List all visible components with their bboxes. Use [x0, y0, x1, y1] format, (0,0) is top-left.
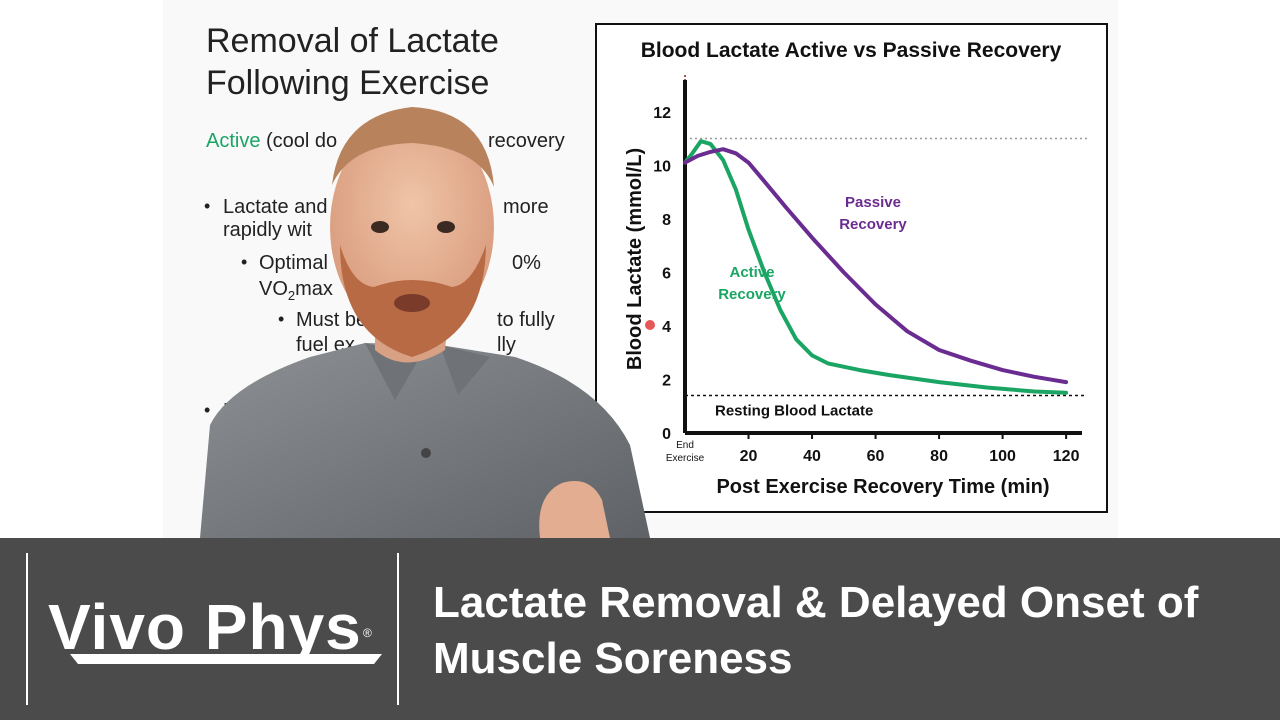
presenter-head	[330, 117, 494, 337]
banner-divider-middle	[397, 553, 399, 705]
chart-panel: Blood Lactate Active vs Passive Recovery…	[595, 23, 1108, 513]
chart-title: Blood Lactate Active vs Passive Recovery	[641, 39, 1062, 62]
x-tick-label: 100	[989, 448, 1016, 465]
laser-pointer-dot	[645, 320, 655, 330]
vo-text: VO	[259, 278, 288, 300]
x-axis-label: Post Exercise Recovery Time (min)	[716, 476, 1049, 498]
active-word: Active	[206, 130, 261, 152]
x-tick-label: 80	[930, 448, 948, 465]
x-tick-label: 120	[1053, 448, 1080, 465]
y-tick-label: 8	[662, 212, 671, 229]
presenter-shirt	[200, 343, 650, 538]
video-title-line-2: Muscle Soreness	[433, 634, 793, 683]
bullet-3-start: Must be	[296, 309, 368, 331]
presenter-mouth	[394, 294, 430, 312]
y-tick-label: 12	[653, 105, 671, 122]
presenter-hand	[539, 481, 610, 538]
y-axis-label: Blood Lactate (mmol/L)	[624, 148, 646, 370]
x-start-label-line-1: End	[676, 440, 694, 451]
bullet-1-end: more	[503, 196, 549, 218]
x-tick-label: 40	[803, 448, 821, 465]
x-tick-label: 60	[867, 448, 885, 465]
bullet-3-line-2-end: lly	[497, 334, 516, 356]
presenter-figure	[200, 107, 650, 538]
bullet-2-end: 0%	[512, 252, 541, 274]
y-tick-label: 2	[662, 372, 671, 389]
lactate-chart: Blood Lactate Active vs Passive Recovery…	[624, 39, 1087, 498]
max-text: max	[295, 278, 333, 300]
bullet-dot-2: •	[241, 252, 248, 272]
passive-recovery-line	[683, 147, 1069, 385]
active-recovery-line	[683, 139, 1069, 395]
active-line: Active (cool do	[206, 128, 337, 154]
slide-title-line-1: Removal of Lactate	[206, 22, 499, 60]
bullet-dot-4: •	[204, 400, 211, 420]
y-tick-label: 10	[653, 158, 671, 175]
video-title-line-1: Lactate Removal & Delayed Onset of	[433, 578, 1199, 627]
resting-label: Resting Blood Lactate	[715, 403, 873, 420]
active-tail: recovery	[488, 130, 565, 152]
bullet-3-end: to fully	[497, 309, 555, 331]
video-title: Lactate Removal & Delayed Onset of Muscl…	[433, 575, 1273, 687]
presenter-eye-left	[371, 221, 389, 233]
registered-mark: ®	[363, 626, 372, 640]
active-annotation-line-1: Active	[729, 264, 774, 281]
vivo-phys-logo: Vivo Phys	[48, 591, 362, 663]
active-annotation-line-2: Recovery	[718, 286, 786, 303]
bullet-1-start: Lactate and	[223, 196, 328, 218]
bullet-dot-1: •	[204, 196, 211, 216]
vo-subscript: 2	[287, 288, 296, 303]
passive-annotation-line-1: Passive	[845, 194, 901, 211]
bullet-dot-3: •	[278, 309, 285, 329]
y-tick-label: 0	[662, 426, 671, 443]
title-banner	[0, 538, 1280, 720]
slide: Removal of Lactate Following Exercise Ac…	[200, 20, 1108, 538]
x-tick-label: 20	[740, 448, 758, 465]
presenter-hair	[332, 107, 494, 187]
y-tick-label: 6	[662, 265, 671, 282]
slide-title: Removal of Lactate Following Exercise	[206, 20, 576, 104]
bullet-2-line-2: VO2max	[259, 276, 333, 309]
logo-underline	[70, 654, 382, 664]
x-start-label-line-2: Exercise	[666, 453, 705, 464]
y-tick-label: 4	[662, 319, 671, 336]
passive-annotation-line-2: Recovery	[839, 216, 907, 233]
active-rest: (cool do	[260, 130, 338, 152]
banner-divider-left	[26, 553, 28, 705]
bullet-2-start: Optimal	[259, 252, 328, 274]
presenter-eye-right	[437, 221, 455, 233]
presenter-collar-right	[440, 345, 490, 395]
bullet-1-line-2: rapidly wit	[223, 219, 312, 241]
slide-title-line-2: Following Exercise	[206, 64, 490, 102]
presenter-button	[421, 448, 431, 458]
